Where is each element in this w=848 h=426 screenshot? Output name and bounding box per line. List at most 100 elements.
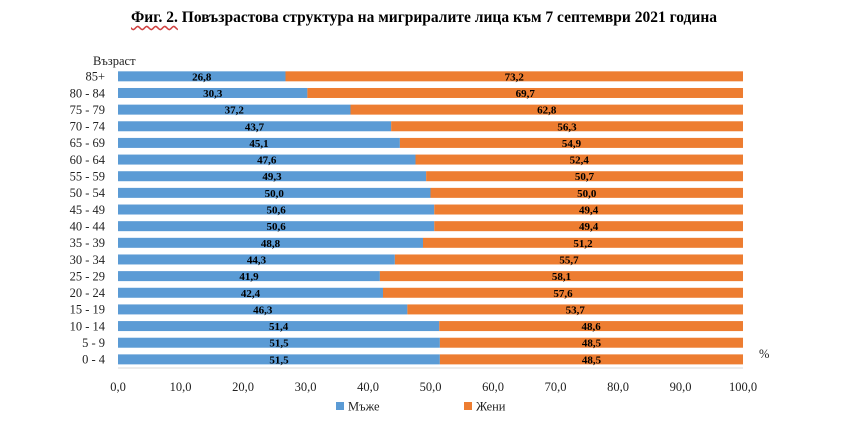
x-tick-label-1: 10,0 bbox=[170, 380, 192, 394]
bar-women-7 bbox=[430, 187, 743, 198]
data-label-women-5: 52,4 bbox=[570, 155, 590, 167]
category-label-17: 0 - 4 bbox=[82, 353, 106, 367]
data-label-women-17: 48,5 bbox=[582, 354, 602, 366]
category-label-0: 85+ bbox=[85, 70, 105, 84]
data-label-men-7: 50,0 bbox=[265, 188, 285, 200]
bar-men-7 bbox=[118, 187, 431, 198]
data-label-men-15: 51,4 bbox=[269, 321, 289, 333]
data-label-women-8: 49,4 bbox=[579, 205, 599, 217]
category-label-9: 40 - 44 bbox=[70, 219, 106, 233]
chart-title: Фиг. 2. Повъзрастова структура на мигрир… bbox=[0, 9, 848, 27]
x-tick-label-2: 20,0 bbox=[232, 380, 254, 394]
data-label-men-6: 49,3 bbox=[262, 171, 282, 183]
data-label-women-1: 69,7 bbox=[516, 88, 536, 100]
data-label-men-4: 45,1 bbox=[249, 138, 268, 150]
chart-title-prefix: Фиг. 2. bbox=[130, 9, 178, 26]
bar-men-1 bbox=[118, 87, 308, 98]
bar-men-3 bbox=[118, 121, 392, 132]
category-label-16: 5 - 9 bbox=[82, 336, 105, 350]
data-label-women-2: 62,8 bbox=[537, 105, 557, 117]
data-label-women-3: 56,3 bbox=[557, 121, 577, 133]
bar-men-17 bbox=[118, 354, 440, 365]
bar-men-9 bbox=[118, 221, 435, 232]
data-label-women-14: 53,7 bbox=[566, 304, 586, 316]
data-label-women-12: 58,1 bbox=[552, 271, 571, 283]
bar-women-10 bbox=[423, 237, 743, 248]
data-label-men-9: 50,6 bbox=[267, 221, 287, 233]
bars-group bbox=[118, 71, 744, 365]
legend-label-women: Жени bbox=[476, 400, 506, 414]
bar-men-2 bbox=[118, 104, 351, 115]
legend-swatch-men bbox=[336, 402, 344, 410]
category-label-14: 15 - 19 bbox=[70, 303, 105, 317]
x-tick-labels-group: 0,0 10,0 20,0 30,0 40,0 50,0 60,0 70,0 80,0 90,0 1… bbox=[110, 380, 757, 394]
category-label-1: 80 - 84 bbox=[70, 86, 106, 100]
bar-men-8 bbox=[118, 204, 435, 215]
category-label-11: 30 - 34 bbox=[70, 253, 106, 267]
bar-women-3 bbox=[391, 121, 743, 132]
data-label-men-13: 42,4 bbox=[241, 288, 261, 300]
data-label-men-17: 51,5 bbox=[269, 354, 289, 366]
bar-women-17 bbox=[439, 354, 744, 365]
data-label-women-4: 54,9 bbox=[562, 138, 582, 150]
category-label-8: 45 - 49 bbox=[70, 203, 105, 217]
bar-men-15 bbox=[118, 321, 440, 332]
category-label-12: 25 - 29 bbox=[70, 269, 105, 283]
category-label-5: 60 - 64 bbox=[70, 153, 106, 167]
bar-men-6 bbox=[118, 171, 427, 182]
data-label-women-6: 50,7 bbox=[575, 171, 595, 183]
x-tick-label-6: 60,0 bbox=[482, 380, 504, 394]
category-label-13: 20 - 24 bbox=[70, 286, 106, 300]
bar-men-13 bbox=[118, 287, 383, 298]
data-label-women-16: 48,5 bbox=[582, 338, 602, 350]
category-label-4: 65 - 69 bbox=[70, 136, 105, 150]
bar-women-5 bbox=[415, 154, 743, 165]
x-axis-unit: % bbox=[759, 347, 769, 361]
data-label-women-13: 57,6 bbox=[553, 288, 573, 300]
bar-women-12 bbox=[379, 271, 744, 282]
data-label-men-11: 44,3 bbox=[247, 254, 267, 266]
bar-women-4 bbox=[399, 137, 744, 148]
bar-men-10 bbox=[118, 237, 423, 248]
x-tick-label-4: 40,0 bbox=[357, 380, 379, 394]
data-label-women-0: 73,2 bbox=[505, 71, 525, 83]
bar-women-6 bbox=[426, 171, 744, 182]
bar-men-0 bbox=[118, 71, 286, 82]
data-label-men-2: 37,2 bbox=[225, 105, 245, 117]
bar-men-14 bbox=[118, 304, 408, 315]
data-label-men-0: 26,8 bbox=[192, 71, 212, 83]
bar-women-15 bbox=[439, 321, 743, 332]
bar-men-16 bbox=[118, 337, 440, 348]
y-axis-title: Възраст bbox=[93, 54, 136, 68]
data-label-women-10: 51,2 bbox=[573, 238, 593, 250]
category-label-15: 10 - 14 bbox=[70, 319, 106, 333]
data-label-men-1: 30,3 bbox=[203, 88, 223, 100]
legend-swatch-women bbox=[464, 402, 472, 410]
category-label-10: 35 - 39 bbox=[70, 236, 105, 250]
bar-women-2 bbox=[350, 104, 743, 115]
data-label-women-11: 55,7 bbox=[559, 254, 579, 266]
category-labels-group: 85+ 80 - 84 75 - 79 70 - 74 65 - 69 60 - 64 55… bbox=[70, 70, 106, 367]
data-label-women-9: 49,4 bbox=[579, 221, 599, 233]
category-label-7: 50 - 54 bbox=[70, 186, 106, 200]
data-labels-group: 26,8 73,2 30,3 69,7 37,2 62,8 43,7 56,3 45,1 54,9… bbox=[192, 71, 601, 366]
category-label-2: 75 - 79 bbox=[70, 103, 105, 117]
data-label-women-15: 48,6 bbox=[582, 321, 602, 333]
bar-men-4 bbox=[118, 137, 400, 148]
x-tick-label-7: 70,0 bbox=[545, 380, 567, 394]
data-label-men-16: 51,5 bbox=[269, 338, 289, 350]
chart-title-text: Повъзрастова структура на мигриралите ли… bbox=[177, 9, 718, 26]
bar-women-11 bbox=[394, 254, 743, 265]
bar-men-12 bbox=[118, 271, 380, 282]
category-label-3: 70 - 74 bbox=[70, 120, 106, 134]
bar-women-8 bbox=[434, 204, 743, 215]
data-label-men-8: 50,6 bbox=[267, 205, 287, 217]
bar-women-1 bbox=[307, 87, 744, 98]
bar-women-9 bbox=[434, 221, 743, 232]
bar-women-14 bbox=[407, 304, 744, 315]
bar-men-5 bbox=[118, 154, 416, 165]
data-label-men-5: 47,6 bbox=[257, 155, 277, 167]
x-tick-label-9: 90,0 bbox=[670, 380, 692, 394]
bar-women-13 bbox=[383, 287, 743, 298]
